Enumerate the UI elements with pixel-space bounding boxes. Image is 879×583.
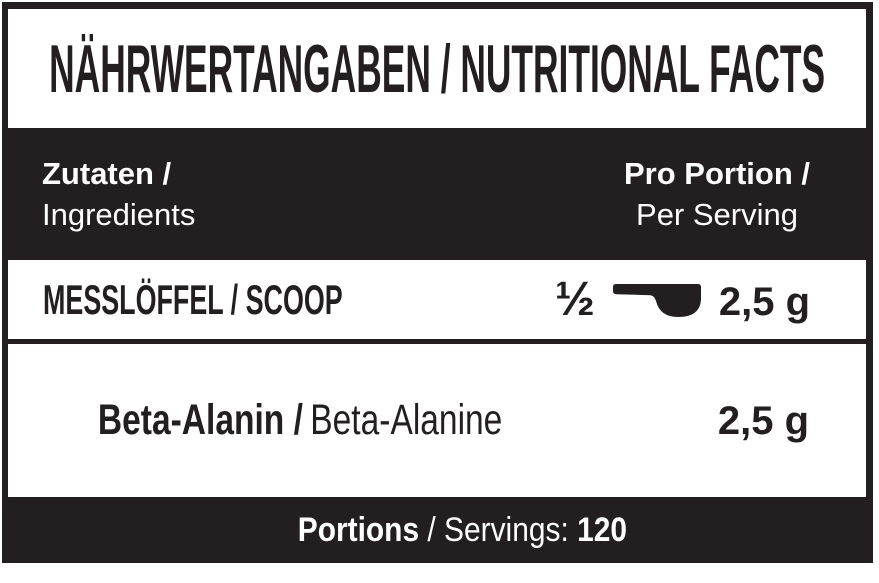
nutrient-amount-value: 2,5 g [717, 398, 809, 443]
scoop-fraction: ½ [554, 272, 595, 326]
page-title: NÄHRWERTANGABEN / NUTRITIONAL FACTS [49, 30, 825, 107]
ingredients-header-en: Ingredients [42, 197, 196, 232]
nutrient-name-de: Beta-Alanin / [97, 396, 303, 444]
servings-label-en: Servings: [443, 511, 577, 549]
scoop-serving-values: ½ 2,5 g [554, 272, 810, 326]
nutrient-row: Beta-Alanin / Beta-Alanine 2,5 g [8, 344, 866, 497]
nutrient-name-en: Beta-Alanine [310, 396, 503, 444]
ingredients-column-header: Zutaten / Ingredients [42, 153, 195, 235]
servings-footer-band: Portions / Servings: 120 [8, 497, 866, 563]
scoop-icon [612, 284, 701, 317]
servings-count: 120 [576, 511, 627, 549]
scoop-row-label: MESSLÖFFEL / SCOOP [43, 275, 343, 323]
servings-separator: / [418, 511, 444, 549]
per-serving-header-de: Pro Portion / [624, 156, 810, 191]
scoop-serving-row: MESSLÖFFEL / SCOOP ½ 2,5 g [8, 260, 866, 344]
ingredients-header-de: Zutaten / [42, 156, 172, 191]
per-serving-header-en: Per Serving [636, 197, 798, 232]
nutrient-name: Beta-Alanin / Beta-Alanine [42, 356, 502, 485]
title-bar: NÄHRWERTANGABEN / NUTRITIONAL FACTS [8, 9, 866, 128]
servings-line: Portions / Servings: 120 [247, 479, 626, 581]
per-serving-column-header: Pro Portion / Per Serving [624, 153, 810, 235]
column-header-band: Zutaten / Ingredients Pro Portion / Per … [8, 128, 866, 260]
servings-label-de: Portions [297, 511, 419, 549]
scoop-amount-value: 2,5 g [718, 279, 810, 324]
nutrition-label: NÄHRWERTANGABEN / NUTRITIONAL FACTS Zuta… [2, 2, 873, 563]
